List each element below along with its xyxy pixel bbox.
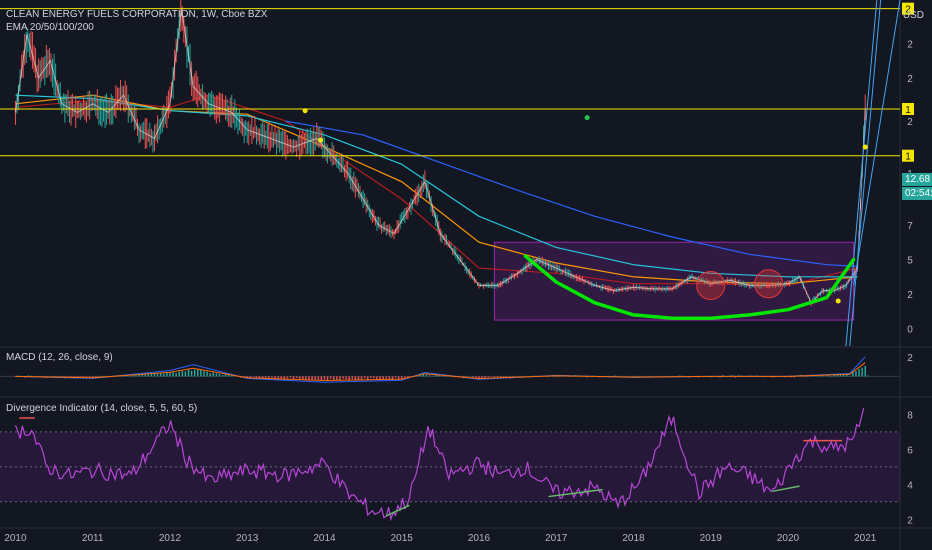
cup-curve[interactable] <box>523 254 856 321</box>
time-tick-label: 2021 <box>854 533 877 544</box>
divergence-pane[interactable]: 2 4 6 8 <box>0 407 913 526</box>
trend-line[interactable] <box>853 0 901 286</box>
time-tick-label: 2015 <box>391 533 414 544</box>
price-tick-label: 5 <box>907 256 913 267</box>
ema-200-line <box>285 120 858 267</box>
time-tick-label: 2018 <box>622 533 645 544</box>
highlight-circle[interactable] <box>754 269 784 299</box>
price-tick-label: 2 <box>907 74 913 85</box>
divergence-tick-label: 2 <box>907 515 913 526</box>
macd-signal-line <box>15 362 866 382</box>
bull-divergence-line[interactable] <box>772 485 800 493</box>
marker-dot <box>318 137 324 143</box>
price-tick-label: 2 <box>907 117 913 128</box>
divergence-tick-label: 6 <box>907 445 913 456</box>
time-tick-label: 2020 <box>777 533 800 544</box>
highlight-circle[interactable] <box>696 270 726 300</box>
divergence-legend: Divergence Indicator (14, close, 5, 5, 6… <box>6 403 198 414</box>
bull-divergence-line[interactable] <box>385 504 410 517</box>
marker-dot <box>302 108 308 114</box>
price-tick-label: 2 <box>907 39 913 50</box>
price-line <box>15 8 866 304</box>
price-tick-label: 7 <box>907 221 913 232</box>
time-tick-label: 2014 <box>313 533 336 544</box>
time-tick-label: 2011 <box>82 533 104 544</box>
price-tick-label: 2 <box>907 290 913 301</box>
level-price-tag <box>902 2 914 15</box>
divergence-tick-label: 4 <box>907 480 913 491</box>
macd-legend: MACD (12, 26, close, 9) <box>6 352 113 363</box>
time-tick-label: 2016 <box>468 533 491 544</box>
ema-legend: EMA 20/50/100/200 <box>6 22 94 33</box>
marker-dot <box>862 144 868 150</box>
time-tick-label: 2019 <box>700 533 723 544</box>
time-axis[interactable]: 2010 2011 2012 2013 2014 2015 2016 2017 2018 2019… <box>4 533 876 544</box>
last-price-tag: 12.68 <box>902 173 932 186</box>
price-tick-label: 0 <box>907 325 913 336</box>
macd-pane[interactable]: 2 <box>0 353 913 383</box>
level-label: 1 <box>905 152 911 163</box>
time-tick-label: 2013 <box>236 533 259 544</box>
divergence-indicator-line <box>14 407 865 522</box>
trend-line[interactable] <box>849 0 882 347</box>
marker-dot <box>835 298 841 304</box>
bull-divergence-line[interactable] <box>548 488 603 498</box>
marker-dot <box>584 115 590 121</box>
trend-line[interactable] <box>845 0 878 347</box>
level-price-tag <box>902 102 914 115</box>
time-tick-label: 2010 <box>4 533 27 544</box>
currency-label: USD <box>902 10 924 21</box>
level-label: 1 <box>905 105 911 116</box>
level-price-tag <box>902 149 914 162</box>
time-tick-label: 2012 <box>159 533 182 544</box>
bar-countdown-tag: 02:54: <box>902 187 932 200</box>
macd-tick-label: 2 <box>907 353 913 364</box>
level-label: 2 <box>905 5 911 16</box>
divergence-tick-label: 8 <box>907 410 913 421</box>
time-tick-label: 2017 <box>545 533 568 544</box>
range-box[interactable] <box>493 241 855 321</box>
chart-title: CLEAN ENERGY FUELS CORPORATION, 1W, Cboe… <box>6 9 268 20</box>
